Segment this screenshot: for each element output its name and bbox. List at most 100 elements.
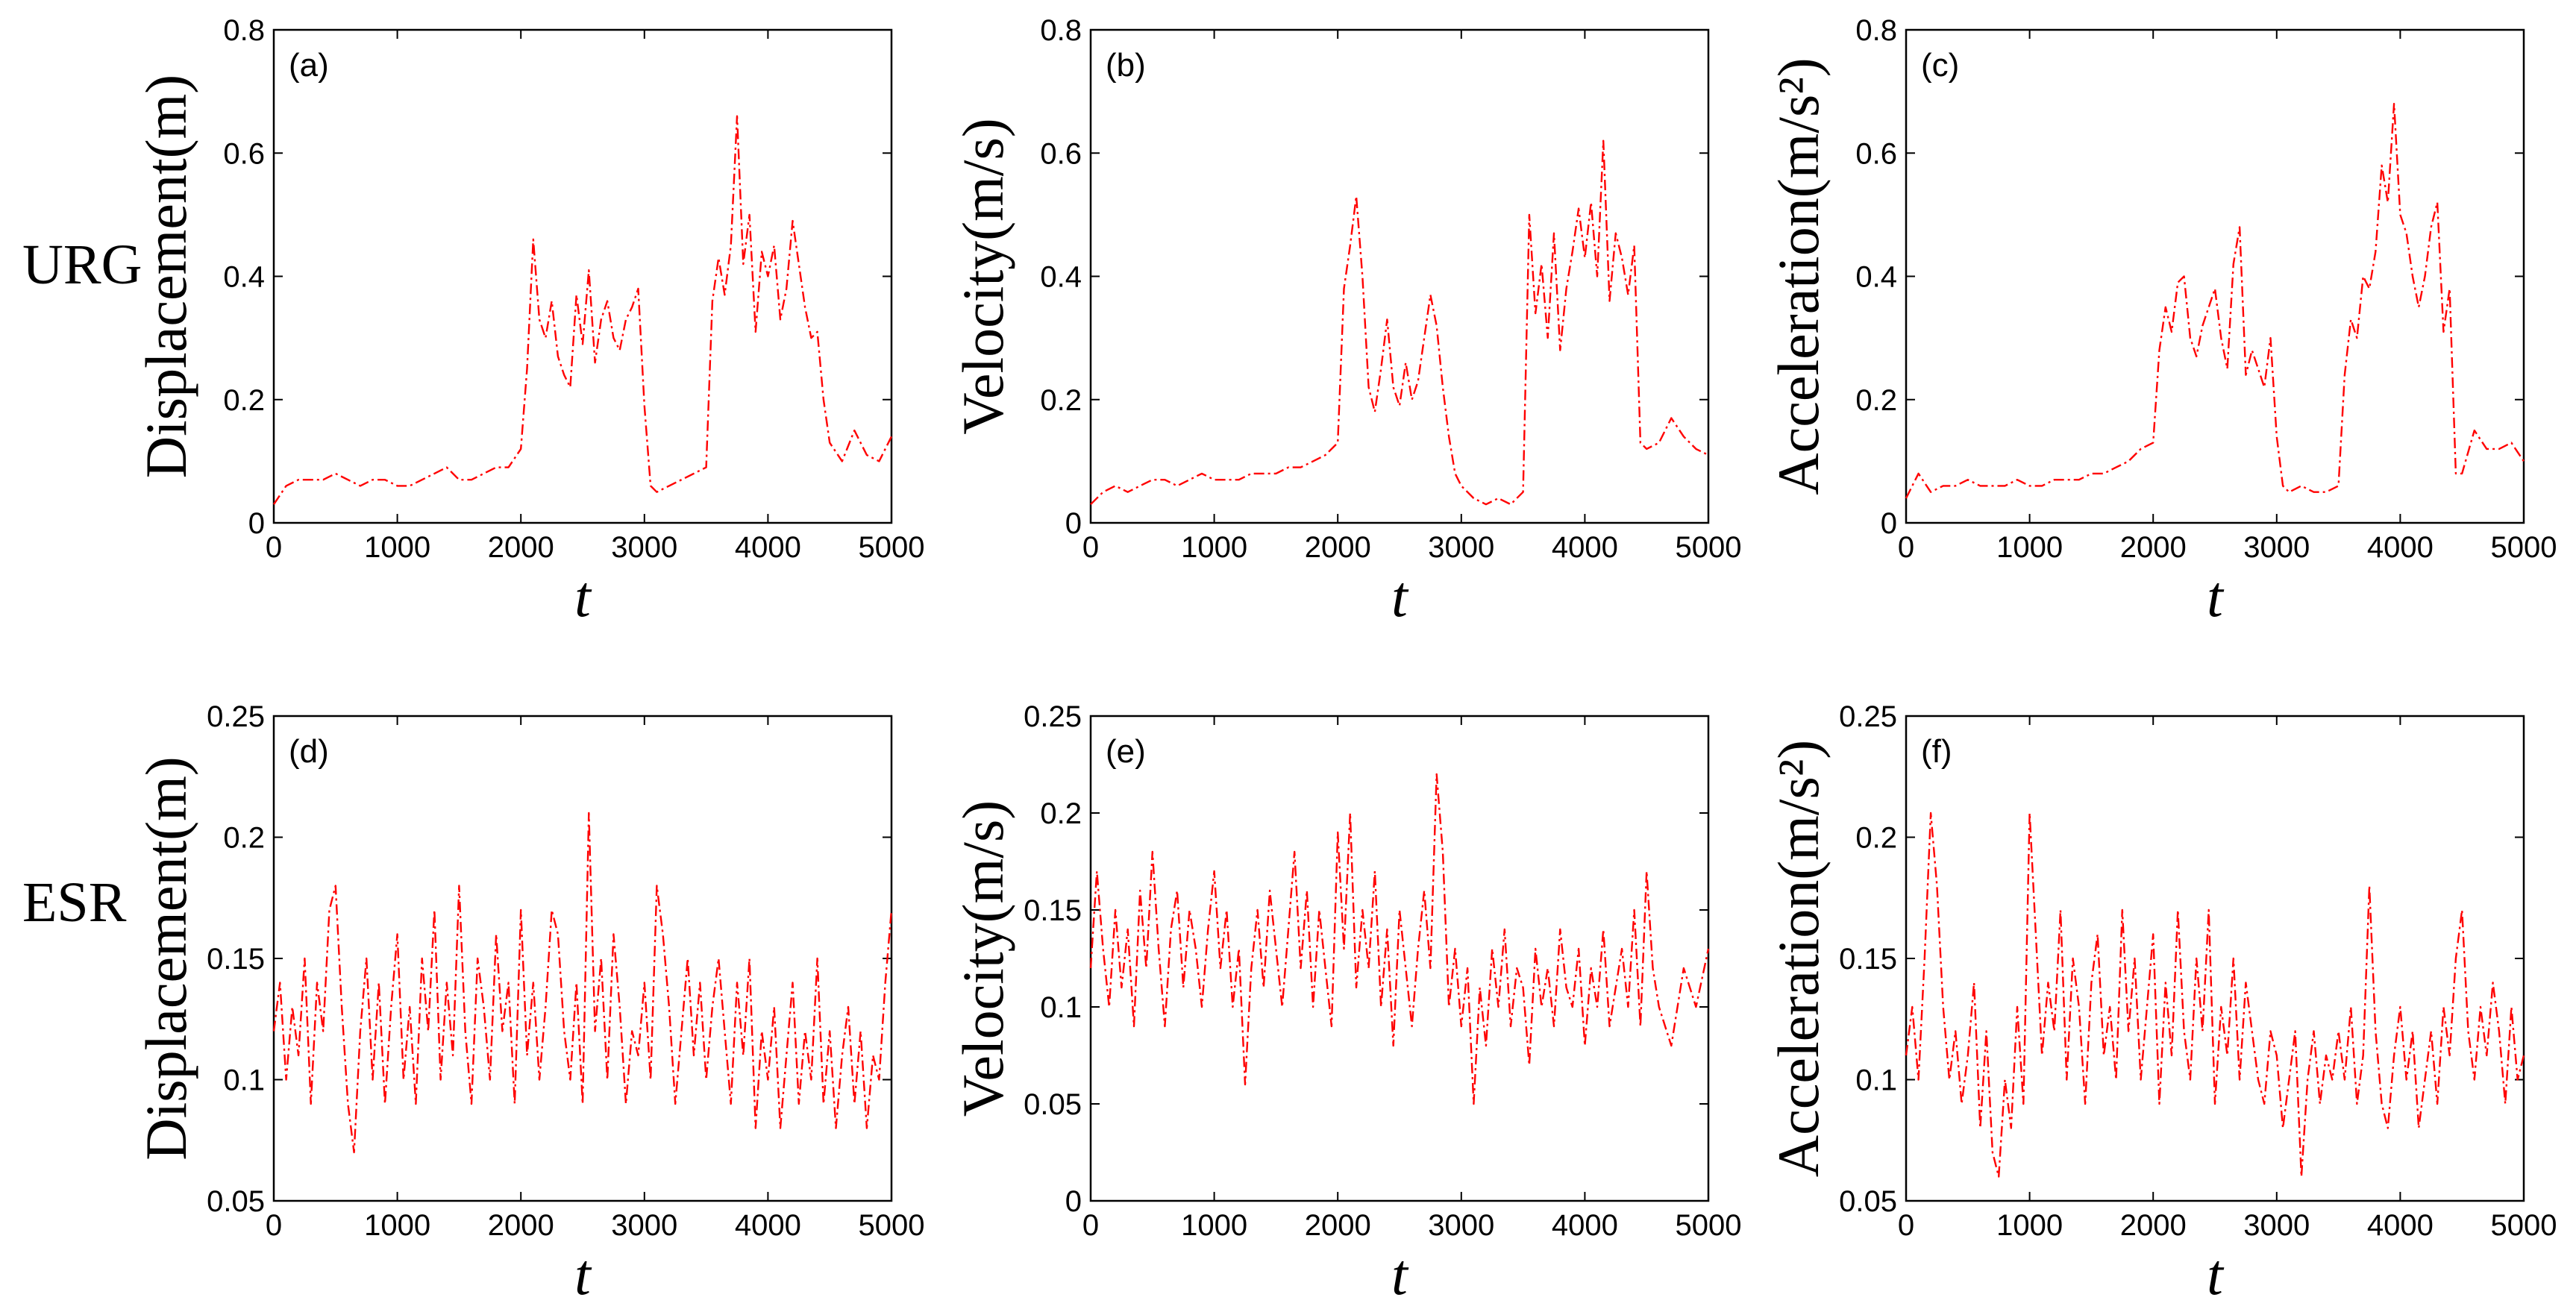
x-tick-label: 4000 — [2367, 531, 2434, 564]
x-tick-label: 5000 — [2491, 1209, 2557, 1242]
x-tick-label: 0 — [1082, 1209, 1099, 1242]
x-axis-title: t — [1391, 564, 1409, 629]
series-line — [1089, 773, 1710, 1105]
y-tick-label: 0.2 — [1040, 384, 1082, 417]
y-tick-label: 0.1 — [223, 1064, 265, 1097]
x-tick-label: 5000 — [859, 1209, 925, 1242]
x-tick-label: 4000 — [735, 531, 801, 564]
chart-panel-6: 0 1000 2000 3000 4000 5000 0.05 0.1 0.15 0.2 0.25 (… — [1766, 700, 2557, 1307]
y-tick-label: 0.4 — [1855, 261, 1897, 294]
y-axis-title: Velocity(m/s) — [950, 800, 1015, 1117]
chart-panel-5: 0 1000 2000 3000 4000 5000 0 0.05 0.1 0.15 0.2 0.25… — [950, 700, 1741, 1307]
panels: 0 1000 2000 3000 4000 5000 0 0.2 0.4 0.6 0.8 (a) t Di… — [134, 14, 2557, 1307]
y-axis-title: Acceleration(m/s²) — [1766, 57, 1831, 495]
y-tick-label: 0.4 — [1040, 261, 1082, 294]
y-tick-label: 0.1 — [1855, 1064, 1897, 1097]
series-line — [273, 115, 893, 505]
x-tick-label: 3000 — [2243, 531, 2310, 564]
x-tick-label: 2000 — [1305, 531, 1371, 564]
x-axis-title: t — [1391, 1242, 1409, 1307]
y-tick-label: 0.6 — [1855, 137, 1897, 170]
y-tick-label: 0.6 — [1040, 137, 1082, 170]
x-tick-label: 3000 — [2243, 1209, 2310, 1242]
y-tick-label: 0.2 — [1040, 797, 1082, 830]
x-tick-label: 0 — [1082, 531, 1099, 564]
panel-label: (f) — [1921, 733, 1952, 770]
chart-panel-1: 0 1000 2000 3000 4000 5000 0 0.2 0.4 0.6 0.8 (a) t Di… — [134, 14, 924, 629]
x-tick-label: 1000 — [364, 1209, 430, 1242]
x-tick-label: 1000 — [364, 531, 430, 564]
x-tick-label: 2000 — [1305, 1209, 1371, 1242]
y-tick-label: 0.8 — [1855, 14, 1897, 47]
x-axis-title: t — [2207, 564, 2225, 629]
y-axis-title: Displacement(m) — [134, 75, 198, 478]
panel-label: (d) — [289, 733, 329, 770]
y-tick-label: 0.25 — [1024, 700, 1082, 733]
plot-frame — [272, 28, 893, 524]
series-line — [272, 812, 893, 1154]
y-tick-label: 0.25 — [207, 700, 265, 733]
x-tick-label: 5000 — [859, 531, 925, 564]
x-tick-label: 5000 — [1676, 531, 1742, 564]
x-tick-label: 5000 — [2491, 531, 2557, 564]
chart-panel-2: 0 1000 2000 3000 4000 5000 0 0.2 0.4 0.6 0.8 (b) t Ve… — [950, 14, 1741, 629]
x-tick-label: 0 — [266, 1209, 282, 1242]
panel-label: (b) — [1106, 47, 1146, 84]
x-tick-label: 1000 — [1181, 531, 1247, 564]
y-axis-title: Acceleration(m/s²) — [1766, 740, 1831, 1177]
y-tick-label: 0 — [1065, 1185, 1082, 1218]
y-tick-label: 0.6 — [223, 137, 265, 170]
plot-frame — [1089, 28, 1710, 524]
y-tick-label: 0.05 — [1024, 1088, 1082, 1121]
y-tick-label: 0.15 — [207, 943, 265, 976]
y-tick-label: 0.25 — [1839, 700, 1897, 733]
series-line — [1905, 812, 2525, 1178]
y-axis-title: Velocity(m/s) — [950, 118, 1015, 435]
y-tick-label: 0.2 — [223, 822, 265, 855]
x-tick-label: 0 — [1898, 1209, 1914, 1242]
x-tick-label: 2000 — [2120, 531, 2187, 564]
row-label-esr: ESR — [22, 871, 127, 934]
row-label-urg: URG — [22, 233, 142, 296]
x-tick-label: 0 — [266, 531, 282, 564]
y-tick-label: 0 — [248, 507, 265, 540]
y-tick-label: 0.4 — [223, 261, 265, 294]
y-tick-label: 0.15 — [1839, 943, 1897, 976]
x-tick-label: 1000 — [1996, 531, 2063, 564]
x-tick-label: 0 — [1898, 531, 1914, 564]
y-tick-label: 0 — [1881, 507, 1897, 540]
y-tick-label: 0 — [1065, 507, 1082, 540]
y-tick-label: 0.2 — [1855, 384, 1897, 417]
x-tick-label: 4000 — [1552, 531, 1618, 564]
y-tick-label: 0.8 — [1040, 14, 1082, 47]
y-tick-label: 0.8 — [223, 14, 265, 47]
chart-panel-4: 0 1000 2000 3000 4000 5000 0.05 0.1 0.15 0.2 0.25 (… — [134, 700, 924, 1307]
plot-frame — [1905, 28, 2525, 524]
x-tick-label: 3000 — [611, 531, 677, 564]
x-tick-label: 2000 — [488, 1209, 554, 1242]
plot-frame — [1089, 715, 1710, 1202]
x-tick-label: 3000 — [1428, 531, 1494, 564]
y-tick-label: 0.05 — [207, 1185, 265, 1218]
x-tick-label: 1000 — [1996, 1209, 2063, 1242]
series-line — [1905, 102, 2525, 499]
x-tick-label: 4000 — [2367, 1209, 2434, 1242]
plot-frame — [1905, 715, 2525, 1202]
x-axis-title: t — [2207, 1242, 2225, 1307]
x-axis-title: t — [574, 1242, 592, 1307]
x-tick-label: 2000 — [488, 531, 554, 564]
y-tick-label: 0.05 — [1839, 1185, 1897, 1218]
chart-panel-3: 0 1000 2000 3000 4000 5000 0 0.2 0.4 0.6 0.8 (c) t Ac… — [1766, 14, 2557, 629]
y-tick-label: 0.15 — [1024, 894, 1082, 927]
y-tick-label: 0.1 — [1040, 991, 1082, 1024]
x-tick-label: 3000 — [1428, 1209, 1494, 1242]
panel-label: (a) — [289, 47, 329, 84]
x-tick-label: 2000 — [2120, 1209, 2187, 1242]
series-line — [1090, 139, 1709, 506]
panel-label: (e) — [1106, 733, 1146, 770]
x-tick-label: 3000 — [611, 1209, 677, 1242]
x-axis-title: t — [574, 564, 592, 629]
panel-label: (c) — [1921, 47, 1959, 84]
x-tick-label: 4000 — [1552, 1209, 1618, 1242]
